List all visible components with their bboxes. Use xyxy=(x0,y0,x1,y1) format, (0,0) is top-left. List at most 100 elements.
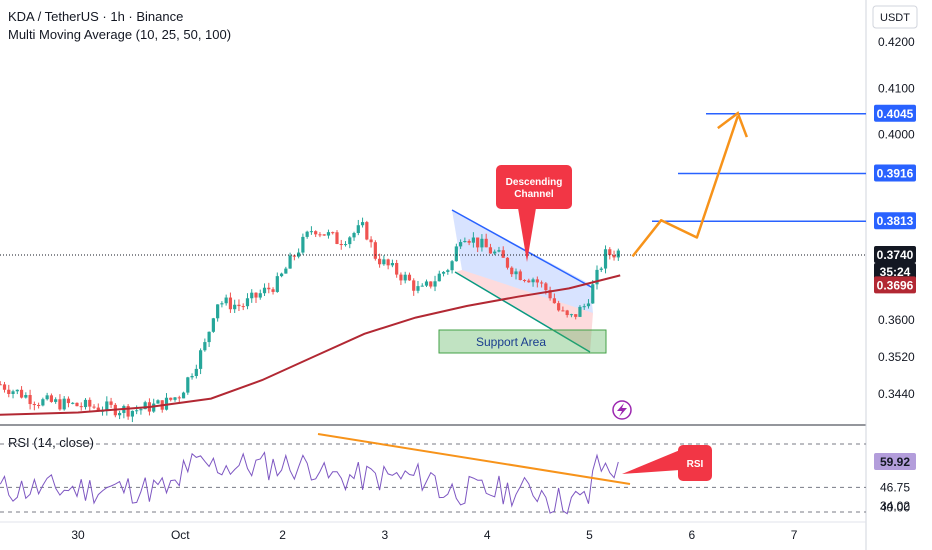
last-price-label: 0.3740 xyxy=(877,248,914,262)
candle-body xyxy=(177,397,181,399)
lightning-icon-bolt xyxy=(617,403,627,417)
candle-body xyxy=(522,280,527,282)
projection-path xyxy=(631,115,739,258)
candle-body xyxy=(49,395,54,402)
price-tick-label: 0.4000 xyxy=(878,128,915,142)
candle-body xyxy=(595,269,599,285)
candle-body xyxy=(497,250,501,252)
candle-body xyxy=(24,395,28,398)
candle-body xyxy=(574,314,578,317)
candle-body xyxy=(437,273,441,282)
candle-body xyxy=(139,409,143,411)
countdown-label-bg xyxy=(874,263,916,281)
candle-body xyxy=(207,331,211,343)
candle-body xyxy=(135,410,139,412)
level-price-label: 0.3813 xyxy=(877,214,914,228)
candle-body xyxy=(403,274,407,281)
level-price-label-bg xyxy=(874,104,916,122)
channel-upper-fill xyxy=(452,210,593,313)
candle-body xyxy=(237,304,241,307)
candle-body xyxy=(322,234,326,236)
candle-body xyxy=(599,268,603,270)
candle-body xyxy=(412,280,416,291)
candle-body xyxy=(66,398,71,404)
candle-body xyxy=(369,239,373,243)
moving-average-line xyxy=(0,274,621,416)
candle-body xyxy=(211,318,215,332)
candle-body xyxy=(565,310,569,316)
candle-body xyxy=(557,303,561,311)
candle-body xyxy=(305,231,309,237)
channel-upper-line xyxy=(451,209,594,289)
candle-body xyxy=(7,389,11,394)
candle-body xyxy=(514,271,518,275)
candle-body xyxy=(2,384,7,390)
candle-body xyxy=(480,238,484,248)
rsi-callout-text: RSI xyxy=(687,459,704,470)
candle-body xyxy=(416,286,420,291)
candle-body xyxy=(578,306,582,317)
candle-body xyxy=(488,247,493,254)
candle-body xyxy=(271,289,275,292)
candle-body xyxy=(424,281,429,286)
rsi-line xyxy=(0,451,619,515)
price-tick-label: 0.4100 xyxy=(878,81,915,95)
candle-body xyxy=(32,404,36,406)
candle-body xyxy=(373,242,377,259)
rsi-callout: RSI xyxy=(622,445,712,481)
callout-text: Descending xyxy=(506,177,563,188)
rsi-label: RSI (14, close) xyxy=(8,435,94,450)
candle-body xyxy=(301,236,305,253)
currency-label: USDT xyxy=(880,12,910,24)
candle-body xyxy=(224,297,228,304)
level-price-label: 0.4045 xyxy=(877,107,914,121)
support-area-label: Support Area xyxy=(476,335,546,349)
candle-body xyxy=(96,407,100,411)
candle-body xyxy=(62,398,66,410)
candle-body xyxy=(544,283,548,291)
candle-body xyxy=(476,237,480,248)
candle-body xyxy=(262,287,267,294)
candle-body xyxy=(493,251,497,254)
candle-body xyxy=(527,280,531,283)
rsi-tick-label: 34.02 xyxy=(880,499,910,513)
candle-body xyxy=(582,306,586,308)
time-tick-label: 2 xyxy=(279,528,286,542)
price-tick-label: 0.3600 xyxy=(878,313,915,327)
candle-body xyxy=(603,249,608,269)
candle-body xyxy=(591,284,595,304)
callout-box xyxy=(496,165,572,209)
candle-body xyxy=(241,306,245,308)
time-tick-label: 3 xyxy=(382,528,389,542)
price-tick-label: 0.3440 xyxy=(878,387,915,401)
price-axis: USDT 0.4200 0.4100 0.4000 0.3600 0.3520 0.3440… xyxy=(872,5,918,514)
candle-body xyxy=(288,255,292,269)
candle-body xyxy=(535,279,539,283)
candle-body xyxy=(395,262,399,275)
candle-body xyxy=(75,402,79,407)
candle-body xyxy=(216,304,220,319)
candle-body xyxy=(220,303,224,305)
candles xyxy=(0,217,620,423)
candle-body xyxy=(552,298,556,304)
candle-body xyxy=(156,400,160,404)
candle-body xyxy=(339,243,343,246)
time-tick-label: 6 xyxy=(688,528,695,542)
candle-body xyxy=(441,271,446,274)
candle-body xyxy=(378,258,382,265)
candle-body xyxy=(130,410,134,417)
ma-price-label-bg xyxy=(874,276,916,294)
lightning-icon xyxy=(612,400,632,420)
candle-body xyxy=(19,389,24,398)
candle-body xyxy=(399,274,403,281)
candle-body xyxy=(169,397,173,400)
candle-body xyxy=(83,399,88,408)
time-tick-label: 4 xyxy=(484,528,491,542)
candle-body xyxy=(126,406,130,417)
candle-body xyxy=(505,257,510,268)
candle-body xyxy=(518,271,522,281)
candle-body xyxy=(0,384,2,386)
last-price-label-bg xyxy=(874,246,916,264)
